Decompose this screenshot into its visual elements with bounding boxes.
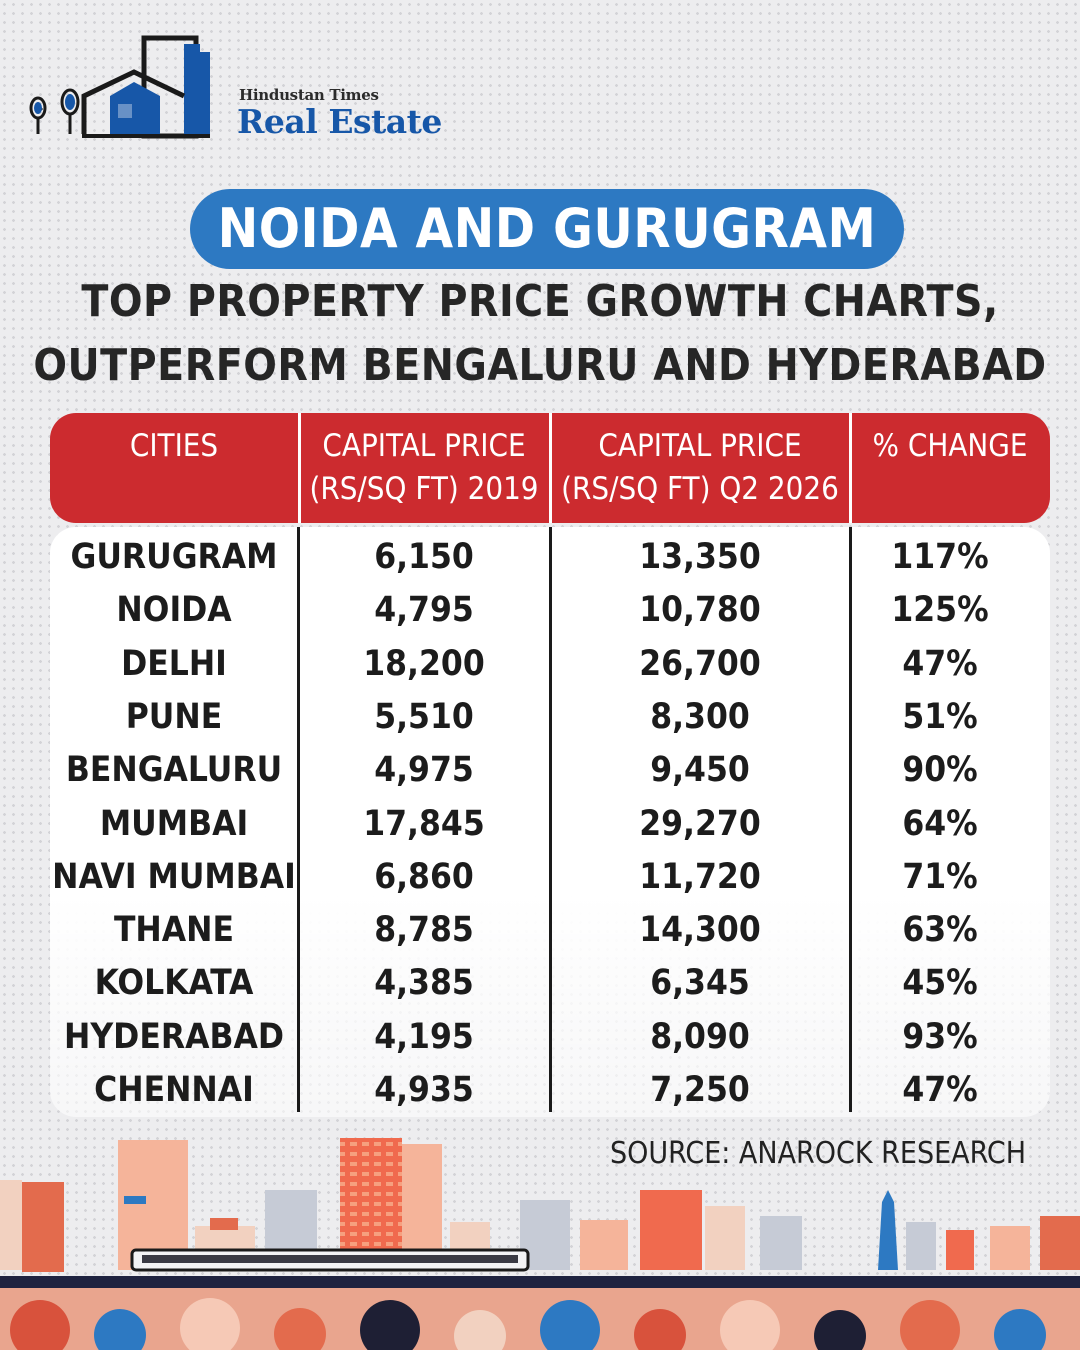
table-row: THANE 8,785 14,300 63%: [50, 904, 1050, 957]
row-price-2019: 4,195: [374, 1016, 474, 1057]
row-city: MUMBAI: [99, 803, 249, 844]
header-divider: [549, 413, 552, 523]
row-price-2026: 29,270: [639, 803, 761, 844]
subtitle-line-2: OUTPERFORM BENGALURU AND HYDERABAD: [33, 340, 1047, 391]
row-city: THANE: [113, 910, 235, 951]
row-price-2026: 8,090: [650, 1016, 750, 1057]
row-price-2019: 18,200: [363, 643, 485, 684]
table-row: KOLKATA 4,385 6,345 45%: [50, 957, 1050, 1010]
logo-buildings-icon: [29, 35, 210, 139]
brand-logo: Hindustan Times Real Estate: [24, 30, 444, 148]
row-price-2026: 11,720: [639, 856, 761, 897]
table-row: BENGALURU 4,975 9,450 90%: [50, 744, 1050, 797]
row-city: GURUGRAM: [70, 537, 278, 577]
header-cities: CITIES: [129, 428, 219, 464]
row-city: CHENNAI: [94, 1070, 254, 1110]
table-row: GURUGRAM 6,150 13,350 117%: [50, 531, 1050, 584]
row-change: 63%: [902, 910, 978, 951]
row-city: HYDERABAD: [64, 1016, 284, 1057]
title-pill: NOIDA AND GURUGRAM: [190, 189, 904, 269]
row-price-2019: 4,385: [374, 963, 474, 1004]
header-price-2026: CAPITAL PRICE (RS/SQ FT) Q2 2026: [561, 428, 839, 507]
subtitle-line-1: TOP PROPERTY PRICE GROWTH CHARTS,: [81, 276, 999, 327]
row-price-2026: 26,700: [639, 643, 761, 684]
row-price-2026: 14,300: [639, 910, 761, 951]
row-change: 51%: [902, 696, 978, 737]
table-row: DELHI 18,200 26,700 47%: [50, 638, 1050, 691]
row-city: DELHI: [121, 643, 227, 684]
row-change: 71%: [902, 856, 978, 897]
row-price-2026: 9,450: [650, 750, 750, 791]
row-price-2026: 8,300: [650, 696, 750, 737]
column-divider: [849, 527, 852, 1112]
column-divider: [297, 527, 300, 1112]
row-change: 47%: [902, 1070, 978, 1110]
column-divider: [549, 527, 552, 1112]
row-change: 117%: [891, 537, 989, 577]
row-city: KOLKATA: [94, 963, 254, 1004]
row-price-2019: 6,150: [374, 537, 474, 577]
row-price-2026: 6,345: [650, 963, 750, 1004]
row-change: 47%: [902, 643, 978, 684]
table-row: NAVI MUMBAI 6,860 11,720 71%: [50, 851, 1050, 904]
header-divider: [298, 413, 301, 523]
table-row: MUMBAI 17,845 29,270 64%: [50, 798, 1050, 851]
table-header: CITIES CAPITAL PRICE (RS/SQ FT) 2019 CAP…: [50, 413, 1050, 523]
table-row: NOIDA 4,795 10,780 125%: [50, 584, 1050, 637]
table-row: PUNE 5,510 8,300 51%: [50, 691, 1050, 744]
city-skyline-illustration: [0, 1138, 1080, 1350]
row-city: NOIDA: [116, 590, 232, 631]
row-price-2019: 8,785: [374, 910, 474, 951]
header-divider: [849, 413, 852, 523]
source-note: SOURCE: ANAROCK RESEARCH: [609, 1136, 1026, 1171]
row-price-2019: 4,935: [374, 1070, 474, 1110]
row-change: 125%: [891, 590, 989, 631]
row-change: 64%: [902, 803, 978, 844]
row-price-2019: 4,795: [374, 590, 474, 631]
row-price-2019: 17,845: [363, 803, 485, 844]
row-city: BENGALURU: [65, 750, 283, 791]
row-change: 93%: [902, 1016, 978, 1057]
brand-sub-name: Hindustan Times: [239, 86, 379, 104]
row-price-2026: 10,780: [639, 590, 761, 631]
row-city: PUNE: [125, 696, 223, 737]
row-city: NAVI MUMBAI: [52, 856, 296, 897]
row-change: 45%: [902, 963, 978, 1004]
header-price-2019: CAPITAL PRICE (RS/SQ FT) 2019: [309, 428, 539, 507]
row-price-2019: 6,860: [374, 856, 474, 897]
row-price-2019: 4,975: [374, 750, 474, 791]
row-price-2026: 13,350: [639, 537, 761, 577]
table-row: HYDERABAD 4,195 8,090 93%: [50, 1011, 1050, 1064]
table-row: CHENNAI 4,935 7,250 47%: [50, 1064, 1050, 1117]
row-price-2019: 5,510: [374, 696, 474, 737]
brand-main-name: Real Estate: [237, 102, 442, 141]
row-change: 90%: [902, 750, 978, 791]
row-price-2026: 7,250: [650, 1070, 750, 1110]
header-change: % CHANGE: [872, 428, 1028, 464]
